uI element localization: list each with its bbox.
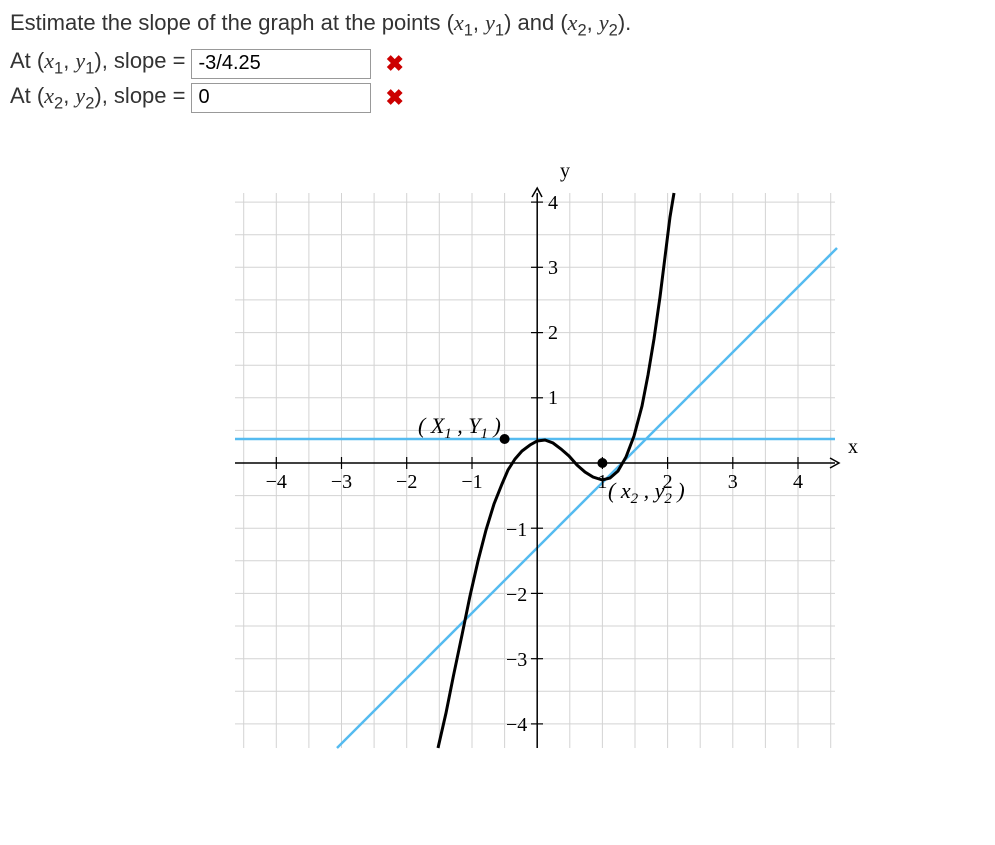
point2-marker	[597, 458, 607, 468]
x-axis-label: x	[848, 436, 858, 458]
svg-text:−1: −1	[506, 519, 527, 541]
close2: ).	[618, 10, 631, 35]
svg-text:−3: −3	[331, 471, 352, 493]
answer1-input[interactable]	[191, 49, 371, 79]
point1-label: ( X1 , Y1 )	[418, 413, 501, 442]
answer-row-1: At (x1, y1), slope = ✖	[10, 48, 985, 78]
svg-text:1: 1	[548, 387, 558, 409]
svg-text:4: 4	[548, 192, 558, 214]
svg-text:2: 2	[548, 322, 558, 344]
answer2-label: At (x2, y2), slope =	[10, 83, 185, 113]
answer2-input[interactable]	[191, 83, 371, 113]
svg-text:−1: −1	[461, 471, 482, 493]
wrong-icon: ✖	[385, 51, 403, 77]
prompt-pre: Estimate the slope of the graph at the p…	[10, 10, 454, 35]
y-axis-label: y	[560, 160, 570, 182]
svg-text:1: 1	[597, 471, 607, 493]
svg-text:−4: −4	[506, 714, 527, 736]
sep1: ,	[473, 10, 485, 35]
close1: ) and (	[504, 10, 568, 35]
svg-text:3: 3	[548, 257, 558, 279]
sub1b: 1	[495, 21, 504, 39]
graph-chart: −4 −3 −2 −1 1 2 3 4 4 3 2 1 −1 −2 −3 −4 …	[210, 153, 860, 773]
y1-var: y	[485, 10, 495, 35]
question-text: Estimate the slope of the graph at the p…	[10, 10, 985, 40]
svg-text:3: 3	[728, 471, 738, 493]
y2-var: y	[599, 10, 609, 35]
sub2b: 2	[609, 21, 618, 39]
x2-var: x	[568, 10, 578, 35]
chart-svg: −4 −3 −2 −1 1 2 3 4 4 3 2 1 −1 −2 −3 −4 …	[210, 153, 860, 773]
sep2: ,	[587, 10, 599, 35]
answer1-label: At (x1, y1), slope =	[10, 48, 185, 78]
sub1a: 1	[464, 21, 473, 39]
x1-var: x	[454, 10, 464, 35]
point1-marker	[500, 434, 510, 444]
svg-text:−2: −2	[396, 471, 417, 493]
answer-row-2: At (x2, y2), slope = ✖	[10, 83, 985, 113]
svg-text:−3: −3	[506, 649, 527, 671]
svg-text:4: 4	[793, 471, 803, 493]
wrong-icon: ✖	[385, 85, 403, 111]
svg-text:−4: −4	[266, 471, 287, 493]
svg-text:−2: −2	[506, 584, 527, 606]
sub2a: 2	[577, 21, 586, 39]
point2-label: ( x2 , y2 )	[608, 478, 685, 507]
